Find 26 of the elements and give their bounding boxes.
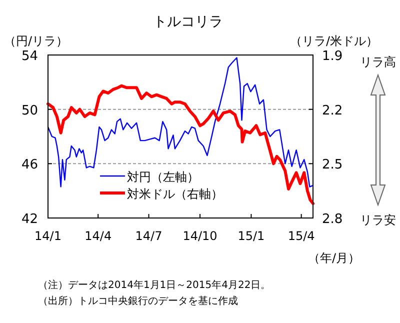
x-tick-label: 14/4 — [84, 229, 112, 243]
text: （注）データは2014年1月1日～2015年4月22日。 — [38, 279, 271, 291]
legend-label: 対円（左軸） — [127, 170, 199, 184]
x-axis-title: （年/月） — [308, 251, 360, 265]
y-axis-title: （円/リラ） — [4, 34, 68, 48]
y2-tick-label: 1.9 — [322, 49, 343, 64]
y2-tick-label: 2.2 — [322, 103, 343, 118]
legend-label: 対米ドル（右軸） — [127, 187, 223, 201]
x-tick-label: 15/4 — [288, 229, 315, 243]
x-tick-label: 14/1 — [34, 229, 62, 243]
y-tick-label: 42 — [21, 212, 38, 227]
y2-axis-title: （リラ/米ドル） — [290, 34, 378, 48]
x-tick-label: 15/1 — [238, 229, 265, 243]
y2-tick-label: 2.5 — [322, 158, 343, 173]
y-tick-label: 50 — [21, 103, 38, 118]
line-series — [46, 84, 314, 206]
text: リラ高 — [360, 55, 396, 69]
x-tick-label: 14/10 — [182, 229, 218, 243]
x-tick-label: 14/7 — [135, 229, 162, 243]
chart-title: トルコリラ — [153, 14, 223, 30]
y2-tick-label: 2.8 — [322, 212, 343, 227]
text: （出所）トルコ中央銀行のデータを基に作成 — [38, 295, 238, 307]
text: リラ安 — [360, 213, 396, 227]
y-tick-label: 46 — [21, 158, 38, 173]
y-tick-label: 54 — [21, 49, 38, 64]
line-series — [47, 57, 314, 188]
